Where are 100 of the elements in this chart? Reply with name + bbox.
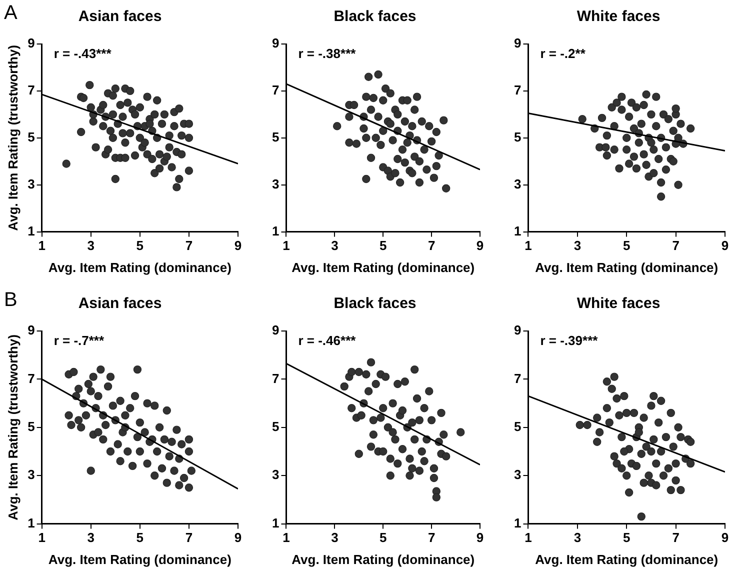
x-tick-label: 9 [234,530,242,546]
point [622,472,631,480]
x-tick-label: 3 [574,238,582,254]
point [602,151,612,160]
y-tick-label: 3 [272,467,280,482]
point [672,476,680,485]
y-tick-label: 9 [272,322,280,338]
point [662,165,670,174]
point [394,380,402,388]
y-tick-label: 9 [28,322,35,338]
point [656,396,666,405]
x-axis-title: Avg. Item Rating (dominance) [48,552,232,567]
y-tick-label: 3 [514,176,522,192]
point [602,143,610,152]
point [656,192,666,201]
point [650,392,658,400]
point [366,358,376,366]
x-tick-label: 9 [721,238,729,254]
x-tick-label: 3 [87,238,94,254]
y-tick-label: 3 [28,176,35,192]
point [652,92,660,101]
x-tick-label: 1 [524,530,532,546]
point [656,447,666,456]
point [640,478,648,487]
point [348,368,356,376]
point [652,481,660,490]
point [578,115,586,124]
point [620,392,628,400]
y-tick-label: 5 [28,418,35,434]
x-tick-label: 3 [87,530,94,546]
point [425,387,434,396]
point [618,106,626,114]
point [659,110,668,119]
x-tick-label: 5 [136,530,144,546]
point [408,418,416,427]
point [642,160,650,169]
point [624,488,634,497]
point [364,387,373,396]
point [644,472,653,480]
point [612,394,621,403]
x-tick-label: 7 [185,530,193,546]
point [618,92,626,101]
point [618,464,626,472]
point [676,486,685,494]
point [437,408,446,418]
chart-title: Black faces [334,8,416,26]
y-tick-label: 3 [28,467,35,482]
x-axis-title: Avg. Item Rating (dominance) [292,552,475,567]
point [674,134,682,142]
chart-title: Asian faces [78,8,162,26]
point [622,134,631,142]
y-tick-label: 1 [272,515,280,530]
x-tick-label: 3 [331,238,338,254]
point [642,90,650,99]
point [666,486,675,494]
point [650,435,658,444]
point [602,378,612,386]
point [430,474,438,482]
point [642,442,650,451]
y-tick-label: 3 [514,467,522,482]
point [418,447,426,456]
point [664,115,673,124]
point [608,384,616,393]
point [672,104,680,113]
y-tick-label: 9 [272,36,280,51]
point [420,404,428,412]
point [384,423,392,432]
y-tick-label: 7 [514,82,522,98]
point [412,394,422,403]
point [408,464,416,472]
x-tick-label: 1 [282,238,290,254]
x-tick-label: 7 [185,238,193,254]
point [654,154,663,164]
x-tick-label: 7 [672,530,680,546]
annotation: r = -.43*** [54,46,112,62]
point [624,112,634,121]
y-tick-label: 9 [514,36,522,51]
point [647,447,656,456]
x-axis-title: Avg. Item Rating (dominance) [48,260,232,275]
x-tick-label: 5 [623,238,630,254]
chart-title: White faces [576,295,660,312]
point [634,428,644,436]
point [620,447,628,456]
point [656,178,666,187]
y-tick-label: 5 [272,418,280,434]
point [686,459,695,468]
point [593,438,602,446]
point [369,430,378,439]
point [630,408,638,418]
point [632,103,641,112]
point [398,406,407,415]
point [610,122,618,130]
point [674,423,682,432]
point [379,447,388,456]
x-tick-label: 3 [331,530,338,546]
point [647,402,656,410]
y-axis-title: Avg. Item Rating (trustworthy) [5,44,20,231]
point [664,464,673,472]
point [672,459,680,468]
annotation: r = -.2** [540,46,586,62]
